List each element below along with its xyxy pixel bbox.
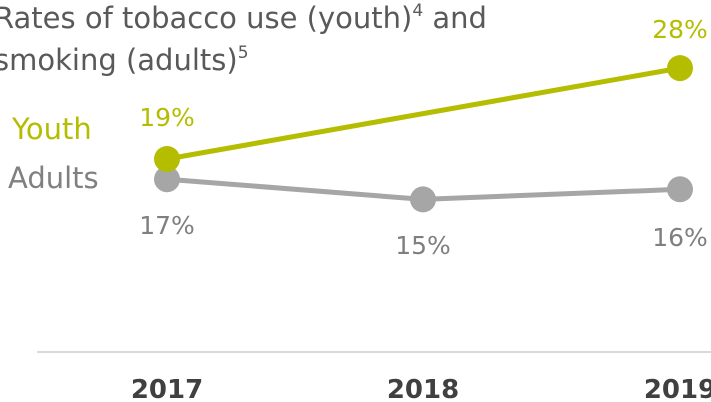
chart-marks: 17% 15% 16% 19% 28% (139, 15, 708, 260)
youth-point-2019 (667, 55, 693, 82)
chart-title-line2: smoking (adults)5 (0, 43, 249, 77)
x-tick-2019: 2019 (644, 375, 711, 402)
adults-point-2017 (154, 166, 180, 193)
title-text-2: smoking (adults) (0, 43, 238, 77)
title-superscript-1: 4 (412, 1, 423, 21)
youth-label-2019: 28% (652, 15, 708, 44)
title-text-1: Rates of tobacco use (youth) (0, 1, 412, 35)
x-tick-2018: 2018 (387, 375, 459, 402)
adults-point-2019 (667, 176, 693, 203)
youth-label-2017: 19% (139, 103, 195, 132)
adults-label-2017: 17% (139, 211, 195, 240)
adults-label-2019: 16% (652, 223, 708, 252)
title-and: and (423, 1, 487, 35)
legend-adults: Adults (8, 161, 99, 195)
title-superscript-2: 5 (238, 43, 249, 63)
legend-youth: Youth (11, 112, 92, 146)
x-tick-2017: 2017 (131, 375, 203, 402)
adults-point-2018 (410, 186, 436, 213)
adults-label-2018: 15% (395, 231, 451, 260)
chart-title-line1: Rates of tobacco use (youth)4 and (0, 1, 487, 35)
youth-series-line (166, 65, 681, 162)
youth-point-2017 (154, 146, 180, 172)
